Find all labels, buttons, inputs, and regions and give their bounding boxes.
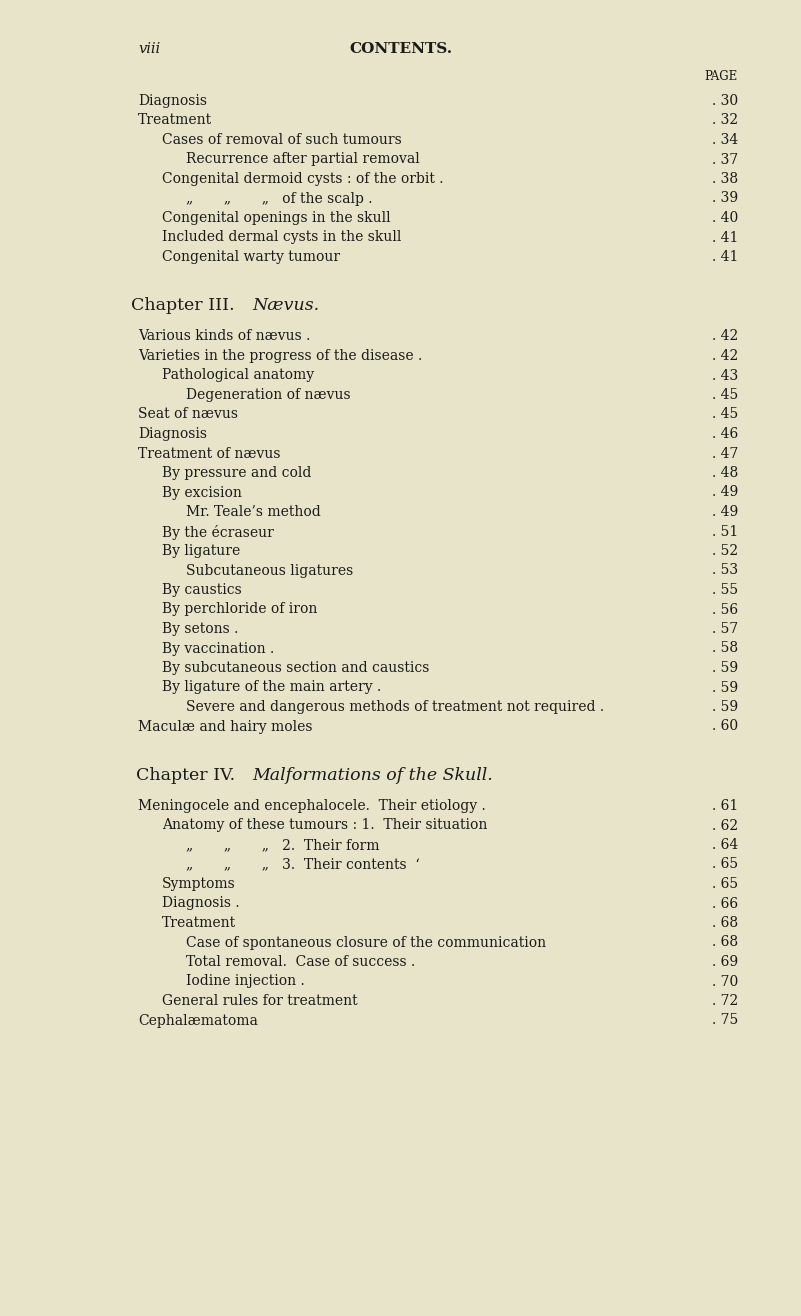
Text: By setons .: By setons . (162, 622, 239, 636)
Text: . 59: . 59 (712, 680, 738, 695)
Text: Meningocele and encephalocele.  Their etiology .: Meningocele and encephalocele. Their eti… (138, 799, 485, 813)
Text: . 64: . 64 (712, 838, 738, 851)
Text: . 59: . 59 (712, 700, 738, 715)
Text: General rules for treatment: General rules for treatment (162, 994, 357, 1008)
Text: Severe and dangerous methods of treatment not required .: Severe and dangerous methods of treatmen… (186, 700, 604, 715)
Text: . 62: . 62 (712, 819, 738, 833)
Text: PAGE: PAGE (705, 70, 738, 83)
Text: . 68: . 68 (712, 936, 738, 950)
Text: . 65: . 65 (712, 858, 738, 871)
Text: . 41: . 41 (711, 230, 738, 245)
Text: . 45: . 45 (712, 408, 738, 421)
Text: . 37: . 37 (712, 153, 738, 167)
Text: Diagnosis .: Diagnosis . (162, 896, 239, 911)
Text: „       „       „   2.  Their form: „ „ „ 2. Their form (186, 838, 380, 851)
Text: Case of spontaneous closure of the communication: Case of spontaneous closure of the commu… (186, 936, 546, 950)
Text: . 55: . 55 (712, 583, 738, 597)
Text: Iodine injection .: Iodine injection . (186, 975, 304, 988)
Text: . 58: . 58 (712, 641, 738, 655)
Text: . 41: . 41 (711, 250, 738, 265)
Text: Treatment of nævus: Treatment of nævus (138, 446, 280, 461)
Text: Pathological anatomy: Pathological anatomy (162, 368, 314, 383)
Text: Chapter IV.: Chapter IV. (135, 767, 252, 784)
Text: . 66: . 66 (712, 896, 738, 911)
Text: By ligature of the main artery .: By ligature of the main artery . (162, 680, 381, 695)
Text: Cases of removal of such tumours: Cases of removal of such tumours (162, 133, 402, 147)
Text: Congenital openings in the skull: Congenital openings in the skull (162, 211, 391, 225)
Text: . 70: . 70 (712, 975, 738, 988)
Text: Treatment: Treatment (162, 916, 236, 930)
Text: . 49: . 49 (712, 505, 738, 519)
Text: . 47: . 47 (711, 446, 738, 461)
Text: . 48: . 48 (712, 466, 738, 480)
Text: . 30: . 30 (712, 93, 738, 108)
Text: Diagnosis: Diagnosis (138, 93, 207, 108)
Text: viii: viii (138, 42, 160, 57)
Text: . 72: . 72 (712, 994, 738, 1008)
Text: Included dermal cysts in the skull: Included dermal cysts in the skull (162, 230, 401, 245)
Text: . 46: . 46 (712, 426, 738, 441)
Text: By excision: By excision (162, 486, 242, 500)
Text: CONTENTS.: CONTENTS. (349, 42, 452, 57)
Text: . 42: . 42 (712, 349, 738, 363)
Text: Nævus.: Nævus. (252, 297, 320, 315)
Text: . 32: . 32 (712, 113, 738, 128)
Text: By pressure and cold: By pressure and cold (162, 466, 312, 480)
Text: Recurrence after partial removal: Recurrence after partial removal (186, 153, 420, 167)
Text: Malformations of the Skull.: Malformations of the Skull. (252, 767, 493, 784)
Text: . 51: . 51 (712, 525, 738, 538)
Text: . 43: . 43 (712, 368, 738, 383)
Text: Various kinds of nævus .: Various kinds of nævus . (138, 329, 310, 343)
Text: Degeneration of nævus: Degeneration of nævus (186, 388, 351, 401)
Text: Seat of nævus: Seat of nævus (138, 408, 238, 421)
Text: . 69: . 69 (712, 955, 738, 969)
Text: . 38: . 38 (712, 172, 738, 186)
Text: . 75: . 75 (712, 1013, 738, 1028)
Text: Congenital warty tumour: Congenital warty tumour (162, 250, 340, 265)
Text: Subcutaneous ligatures: Subcutaneous ligatures (186, 563, 353, 578)
Text: Maculæ and hairy moles: Maculæ and hairy moles (138, 720, 312, 733)
Text: By ligature: By ligature (162, 544, 240, 558)
Text: . 61: . 61 (712, 799, 738, 813)
Text: . 56: . 56 (712, 603, 738, 616)
Text: Treatment: Treatment (138, 113, 212, 128)
Text: . 39: . 39 (712, 192, 738, 205)
Text: By caustics: By caustics (162, 583, 242, 597)
Text: By subcutaneous section and caustics: By subcutaneous section and caustics (162, 661, 429, 675)
Text: Total removal.  Case of success .: Total removal. Case of success . (186, 955, 415, 969)
Text: . 52: . 52 (712, 544, 738, 558)
Text: Congenital dermoid cysts : of the orbit .: Congenital dermoid cysts : of the orbit … (162, 172, 444, 186)
Text: Varieties in the progress of the disease .: Varieties in the progress of the disease… (138, 349, 422, 363)
Text: By the écraseur: By the écraseur (162, 525, 274, 540)
Text: . 59: . 59 (712, 661, 738, 675)
Text: Symptoms: Symptoms (162, 876, 235, 891)
Text: By vaccination .: By vaccination . (162, 641, 274, 655)
Text: Cephalæmatoma: Cephalæmatoma (138, 1013, 258, 1028)
Text: Mr. Teale’s method: Mr. Teale’s method (186, 505, 320, 519)
Text: . 53: . 53 (712, 563, 738, 578)
Text: „       „       „   of the scalp .: „ „ „ of the scalp . (186, 192, 372, 205)
Text: By perchloride of iron: By perchloride of iron (162, 603, 317, 616)
Text: Chapter III.: Chapter III. (131, 297, 252, 315)
Text: . 60: . 60 (712, 720, 738, 733)
Text: . 68: . 68 (712, 916, 738, 930)
Text: . 40: . 40 (712, 211, 738, 225)
Text: . 49: . 49 (712, 486, 738, 500)
Text: „       „       „   3.  Their contents  ‘: „ „ „ 3. Their contents ‘ (186, 858, 420, 871)
Text: . 42: . 42 (712, 329, 738, 343)
Text: . 34: . 34 (712, 133, 738, 147)
Text: Diagnosis: Diagnosis (138, 426, 207, 441)
Text: . 45: . 45 (712, 388, 738, 401)
Text: Anatomy of these tumours : 1.  Their situation: Anatomy of these tumours : 1. Their situ… (162, 819, 487, 833)
Text: . 57: . 57 (712, 622, 738, 636)
Text: . 65: . 65 (712, 876, 738, 891)
